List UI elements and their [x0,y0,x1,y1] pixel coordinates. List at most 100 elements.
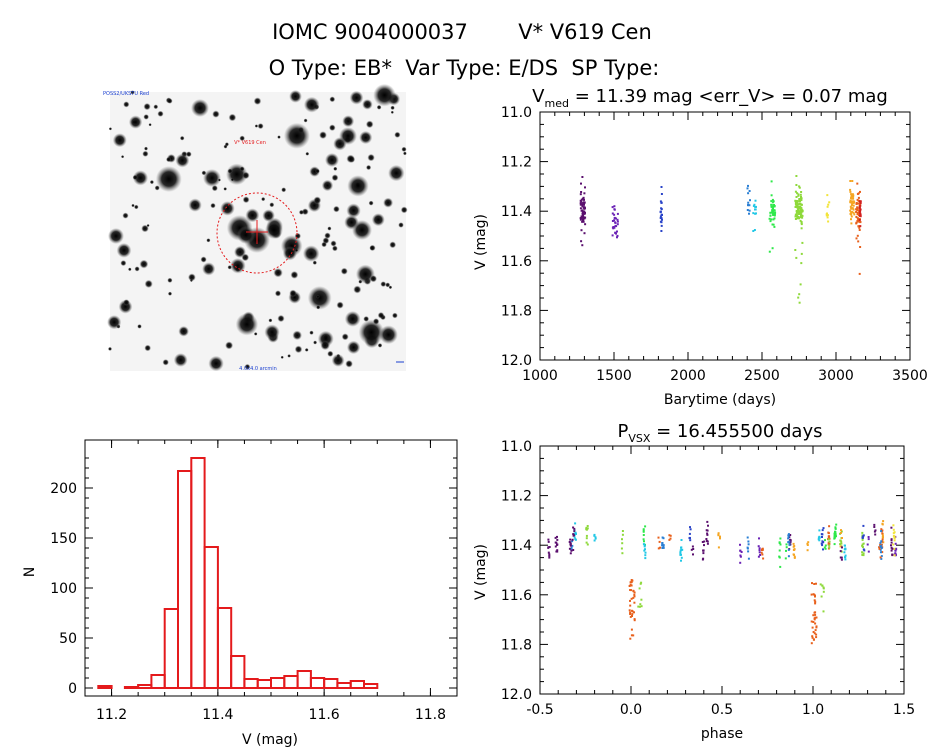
lightcurve-phase-point [621,542,624,545]
lightcurve-phase-point [820,542,823,545]
lightcurve-time-point [856,234,859,237]
sky-star [388,164,405,182]
sky-image: POSS2/UKSTU Red V* V619 Cen 4.0x4.0 arcm… [103,83,408,372]
lightcurve-phase-point [679,552,682,555]
lightcurve-phase-point [759,554,762,556]
lightcurve-time-point [583,210,586,213]
lightcurve-time-point [857,202,859,205]
x-tick-label: 1.0 [802,702,824,718]
sky-star [341,333,349,341]
y-tick-label: 11.6 [501,254,532,270]
lightcurve-time-point [616,230,618,233]
lightcurve-time-point [770,194,773,197]
lightcurve-time-point [801,214,804,217]
lightcurve-phase-point [679,553,682,556]
lightcurve-phase-point [547,538,550,541]
sky-star [280,355,284,359]
sky-star [254,124,259,128]
y-tick-label: 11.4 [501,538,532,554]
lightcurve-phase-eclipse-point [822,587,825,590]
lightcurve-phase-eclipse-point [633,619,636,622]
lightcurve-phase-eclipse-point [814,600,817,603]
lightcurve-phase-eclipse-point [814,629,817,632]
lightcurve-phase-point [891,547,894,550]
sky-star [363,316,370,322]
sky-star [313,196,322,205]
lightcurve-time-point [580,203,583,206]
lightcurve-time-point [794,249,797,251]
lightcurve-phase-point [739,561,742,564]
y-tick-label: 0 [68,681,77,697]
sky-star [383,197,394,208]
lightcurve-time-point [859,246,862,248]
lightcurve-phase-point [828,542,831,545]
sky-star [178,326,189,337]
sky-star [287,354,291,358]
lightcurve-time-point [797,205,800,208]
lightcurve-time-point [800,227,803,230]
histogram-bar [177,470,193,689]
lightcurve-phase-point [821,533,824,536]
lightcurve-time-point [748,204,751,207]
lightcurve-phase-point [840,531,842,534]
sky-star [346,203,361,218]
lightcurve-time-point [852,208,855,211]
sky-star [223,144,228,149]
lightcurve-phase-point [668,534,671,537]
lightcurve-phase-point [787,555,790,558]
lightcurve-time-point [800,221,803,223]
sky-star [321,179,334,192]
lightcurve-time-point [850,215,853,218]
lightcurve-phase-eclipse-point [822,610,825,613]
lightcurve-phase-point [784,557,787,560]
lightcurve-phase-point [554,536,557,539]
lightcurve-phase-eclipse-point [811,636,814,639]
lightcurve-phase-point [642,534,645,536]
lightcurve-time-point [614,221,617,224]
sky-star [359,130,373,145]
sky-bright-star [339,127,357,145]
lightcurve-phase-point [843,551,846,554]
lightcurve-phase-point [882,541,885,544]
lightcurve-phase-point [547,546,550,549]
lightcurve-time-point [583,232,586,235]
lightcurve-time-point [799,202,801,205]
lightcurve-time-point [611,234,614,237]
sky-star [358,319,385,346]
lightcurve-time-point [748,209,751,212]
lightcurve-phase-point [881,538,884,541]
lightcurve-time-point [748,190,751,192]
lightcurve-time-point [773,205,776,207]
lightcurve-time-point [859,221,862,224]
y-tick-label: 12.0 [501,687,532,703]
lightcurve-phase-point [668,538,671,541]
lightcurve-phase-point [719,537,721,540]
lightcurve-time-point [825,214,828,217]
lightcurve-phase-point [839,539,842,542]
lightcurve-phase-point [821,540,824,543]
y-tick-label: 50 [59,631,77,647]
sky-star [162,359,169,366]
sky-star [155,166,182,192]
lightcurve-phase-point [824,547,827,550]
histogram-bar [97,685,113,689]
lightcurve-phase-point [779,537,782,540]
lightcurve-time-point [746,209,749,211]
sky-star [379,325,398,345]
lightcurve-phase-point [844,544,846,547]
sky-star [385,282,391,288]
lightcurve-time-point [826,214,829,217]
lightcurve-time-point [579,207,582,210]
lightcurve-time-point [797,296,800,299]
lightcurve-phase-point [895,547,898,550]
lightcurve-time-point [614,231,617,234]
lightcurve-time-point [800,199,803,201]
lightcurve-time-point [752,230,755,232]
lightcurve-time-point [799,193,802,196]
lightcurve-phase-point [585,537,588,540]
lightcurve-phase-xlabel: phase [701,726,743,742]
lightcurve-phase-point [818,539,821,542]
sky-star [206,238,211,243]
lightcurve-time-point [850,204,853,207]
lightcurve-phase-point [586,543,589,546]
